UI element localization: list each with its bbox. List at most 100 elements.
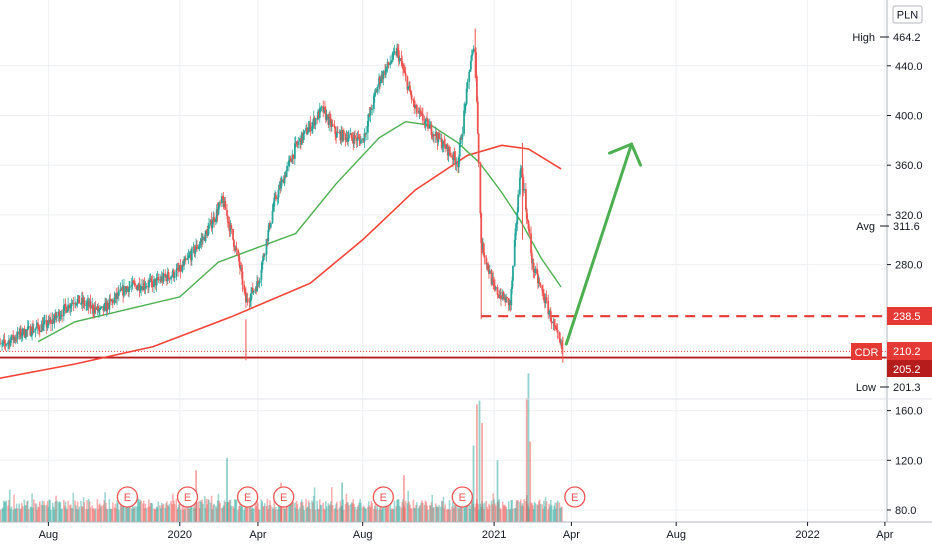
candle xyxy=(220,192,223,208)
candle-body xyxy=(43,321,45,324)
volume-bar xyxy=(464,507,466,522)
candle-body xyxy=(505,296,508,303)
volume-bar xyxy=(379,503,381,522)
volume-bar xyxy=(230,505,233,522)
candle-body xyxy=(344,134,347,141)
candle xyxy=(204,230,207,243)
volume-bar xyxy=(166,505,169,522)
earnings-marker[interactable]: E xyxy=(236,486,259,508)
volume-spike xyxy=(529,441,532,522)
volume-bar xyxy=(344,504,347,522)
volume-spike xyxy=(476,404,478,522)
volume-bar xyxy=(215,507,218,522)
volume-bar xyxy=(219,502,221,522)
earnings-marker[interactable]: E xyxy=(451,486,473,508)
candle-body xyxy=(269,222,272,228)
volume-bar xyxy=(263,505,265,522)
volume-bar xyxy=(369,507,372,522)
currency-button[interactable] xyxy=(892,5,923,24)
candle-body xyxy=(330,118,332,127)
candle-body xyxy=(483,255,486,259)
candle-body xyxy=(514,228,517,240)
high-text: High xyxy=(852,32,875,44)
volume-bar xyxy=(498,499,501,522)
volume-bar xyxy=(506,509,508,522)
candle-body xyxy=(500,295,502,300)
volume-bar xyxy=(99,506,102,522)
volume-bar xyxy=(502,505,505,522)
volume-bar xyxy=(19,508,21,522)
volume-bar xyxy=(29,506,32,522)
candle-body xyxy=(92,305,94,312)
candle xyxy=(318,102,321,123)
earnings-marker[interactable]: E xyxy=(176,486,199,508)
candle-body xyxy=(541,286,544,291)
time-tick-label: Apr xyxy=(876,529,893,541)
candle xyxy=(397,44,400,67)
volume-bar xyxy=(228,499,231,522)
time-scale[interactable]: Aug 2020 Apr Aug 2021 Apr Aug 2022 Apr xyxy=(0,521,932,550)
time-tick-label: Apr xyxy=(249,529,266,541)
candle xyxy=(415,103,418,117)
candle-body xyxy=(38,326,40,331)
volume-bar xyxy=(93,508,95,522)
volume-bar xyxy=(458,508,460,522)
volume-bar xyxy=(409,504,411,522)
volume-bar xyxy=(233,508,235,522)
volume-bar xyxy=(470,499,473,522)
earnings-marker[interactable]: E xyxy=(116,486,139,508)
volume-bar xyxy=(437,506,440,522)
candle xyxy=(200,232,203,249)
earnings-marker[interactable]: E xyxy=(372,486,394,508)
volume-bar xyxy=(51,502,54,522)
candle-body xyxy=(465,88,468,105)
volume-bar xyxy=(191,502,193,522)
candle-body xyxy=(89,301,92,309)
volume-bar xyxy=(296,504,299,522)
volume-bar xyxy=(154,509,156,522)
volume-bar xyxy=(419,505,422,522)
candle xyxy=(389,55,392,69)
candle-body xyxy=(66,310,69,313)
volume-bar xyxy=(412,499,415,522)
volume-bar xyxy=(46,500,49,522)
volume-bar xyxy=(142,503,144,522)
earnings-marker[interactable]: E xyxy=(564,486,586,508)
volume-bar xyxy=(333,509,336,522)
volume-bar xyxy=(170,500,172,522)
candle xyxy=(512,265,514,287)
volume-bar xyxy=(408,501,410,522)
volume-bar xyxy=(466,503,469,522)
volume-bar xyxy=(347,502,349,522)
volume-bar xyxy=(148,506,151,522)
volume-spike xyxy=(341,482,343,522)
candle xyxy=(196,240,198,253)
volume-bar xyxy=(288,503,291,522)
volume-bar xyxy=(410,507,412,522)
candle xyxy=(70,298,73,313)
time-tick-labels: Aug 2020 Apr Aug 2021 Apr Aug 2022 Apr xyxy=(39,522,894,541)
volume-bar xyxy=(122,500,124,522)
volume-bar xyxy=(69,505,71,522)
candle-body xyxy=(218,202,221,208)
price-scale[interactable]: 440.0400.0360.0320.0280.0160.0120.080.0 … xyxy=(0,0,932,522)
volume-bar xyxy=(319,504,322,522)
time-tick-label: 2021 xyxy=(482,529,506,541)
candle-body xyxy=(25,330,27,337)
volume-bar xyxy=(282,506,285,522)
earnings-marker[interactable]: E xyxy=(273,486,295,508)
candle-body xyxy=(65,307,68,313)
volume-bar xyxy=(538,499,541,522)
candle xyxy=(539,282,542,288)
moving-averages xyxy=(0,120,562,379)
candle-body xyxy=(410,94,413,100)
volume-bar xyxy=(124,502,127,522)
candle-body xyxy=(400,58,403,62)
candle-body xyxy=(37,323,39,327)
volume-bar xyxy=(284,508,287,522)
volume-bar xyxy=(421,500,423,522)
candle xyxy=(265,238,268,262)
candle-body xyxy=(488,270,491,274)
